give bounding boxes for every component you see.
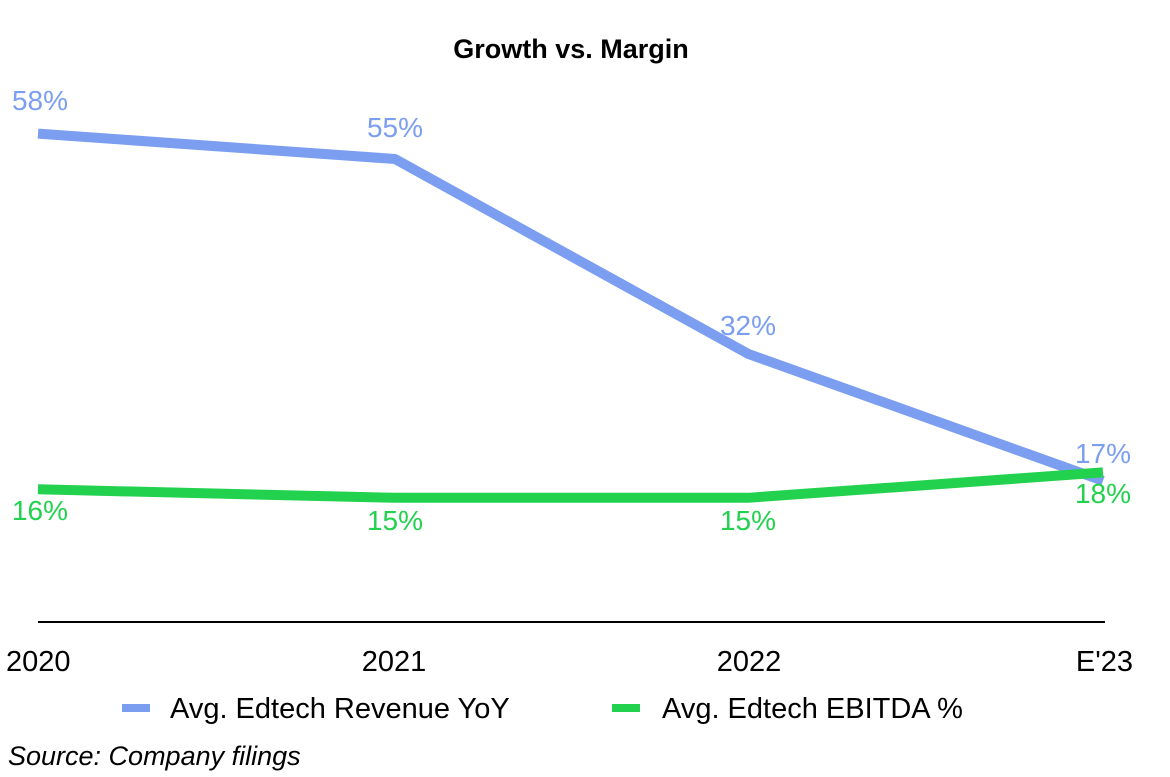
x-tick-label-1: 2021 bbox=[362, 646, 427, 678]
data-label-revenue-0: 58% bbox=[12, 85, 68, 116]
chart-title: Growth vs. Margin bbox=[453, 34, 689, 64]
data-labels: 58% 55% 32% 17% 16% 15% 15% 18% bbox=[12, 85, 1131, 536]
data-label-revenue-2: 32% bbox=[720, 310, 776, 341]
legend: Avg. Edtech Revenue YoY Avg. Edtech EBIT… bbox=[122, 693, 963, 725]
x-tick-label-2: 2022 bbox=[717, 646, 782, 678]
data-label-ebitda-0: 16% bbox=[12, 495, 68, 526]
legend-label-revenue: Avg. Edtech Revenue YoY bbox=[170, 693, 510, 725]
data-label-revenue-1: 55% bbox=[367, 112, 423, 143]
data-label-ebitda-1: 15% bbox=[367, 505, 423, 536]
data-label-ebitda-3: 18% bbox=[1075, 478, 1131, 509]
revenue-yoy-line bbox=[37, 128, 1105, 486]
source-note: Source: Company filings bbox=[8, 741, 301, 771]
x-tick-label-0: 2020 bbox=[6, 646, 71, 678]
series-lines bbox=[37, 128, 1105, 503]
data-label-revenue-3: 17% bbox=[1075, 438, 1131, 469]
data-label-ebitda-2: 15% bbox=[720, 505, 776, 536]
legend-label-ebitda: Avg. Edtech EBITDA % bbox=[662, 693, 963, 725]
ebitda-margin-line bbox=[37, 467, 1104, 503]
x-tick-labels: 2020 2021 2022 E'23 bbox=[6, 646, 1133, 678]
x-tick-label-3: E'23 bbox=[1076, 646, 1133, 678]
